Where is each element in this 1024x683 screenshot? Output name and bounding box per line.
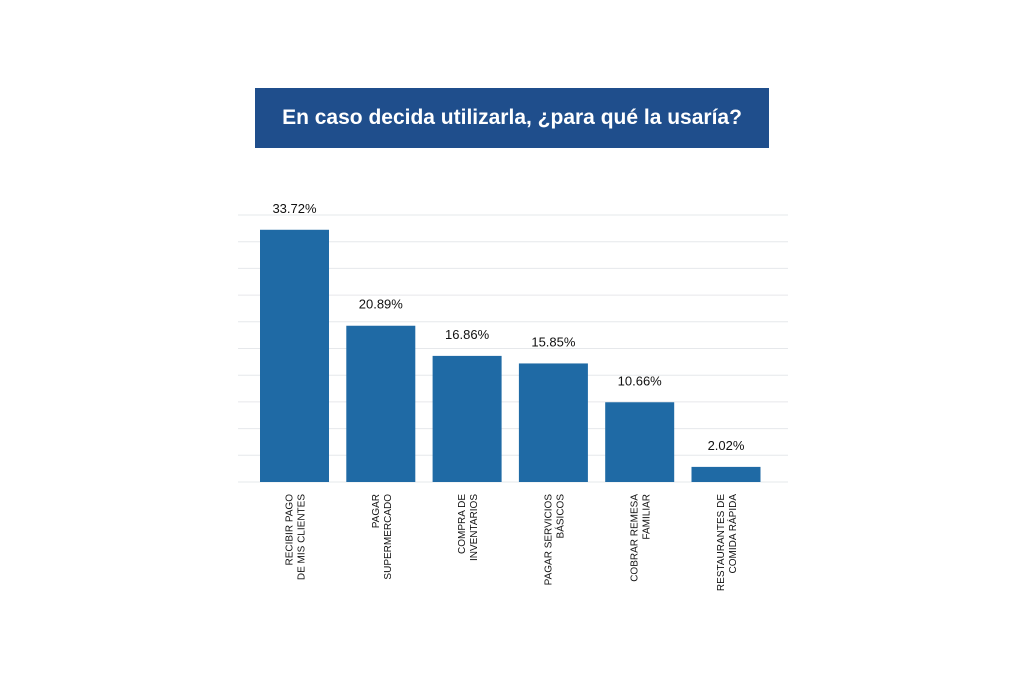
bar <box>260 229 329 482</box>
category-label-line: RECIBIR PAGO <box>285 494 296 566</box>
bar <box>346 325 416 482</box>
category-label-line: COMPRA DE <box>457 494 468 554</box>
category-label-line: BÁSICOS <box>553 494 566 539</box>
category-label-line: FAMILIAR <box>642 494 653 540</box>
value-label: 10.66% <box>618 373 663 388</box>
value-label: 15.85% <box>531 334 576 349</box>
bar <box>691 466 761 482</box>
category-label: COMPRA DE INVENTARIOS <box>457 494 480 561</box>
value-label: 2.02% <box>708 438 745 453</box>
category-label-line: INVENTARIOS <box>469 494 480 561</box>
bar <box>518 363 588 482</box>
category-label-line: PAGAR SERVICIOS <box>543 494 554 586</box>
category-label-line: DE MIS CLIENTES <box>297 494 308 580</box>
chart-title-banner: En caso decida utilizarla, ¿para qué la … <box>255 88 769 148</box>
category-label-line: SUPERMERCADO <box>383 494 394 580</box>
category-label-line: RESTAURANTES DE <box>716 494 727 591</box>
category-label-line: COMIDA RÁPIDA <box>726 494 739 574</box>
value-label: 20.89% <box>359 297 404 312</box>
value-label: 33.72% <box>272 201 317 216</box>
category-label-line: PAGAR <box>371 494 382 528</box>
category-label: COBRAR REMESA FAMILIAR <box>630 494 653 582</box>
chart-title: En caso decida utilizarla, ¿para qué la … <box>282 106 742 129</box>
category-label: PAGAR SUPERMERCADO <box>371 494 394 580</box>
bar <box>432 355 502 482</box>
category-label-line: COBRAR REMESA <box>630 494 641 582</box>
category-label: RECIBIR PAGO DE MIS CLIENTES <box>285 494 308 580</box>
category-label: PAGAR SERVICIOS BÁSICOS <box>543 494 566 586</box>
category-label: RESTAURANTES DE COMIDA RÁPIDA <box>716 494 739 591</box>
value-label: 16.86% <box>445 327 490 342</box>
bar <box>605 402 675 482</box>
